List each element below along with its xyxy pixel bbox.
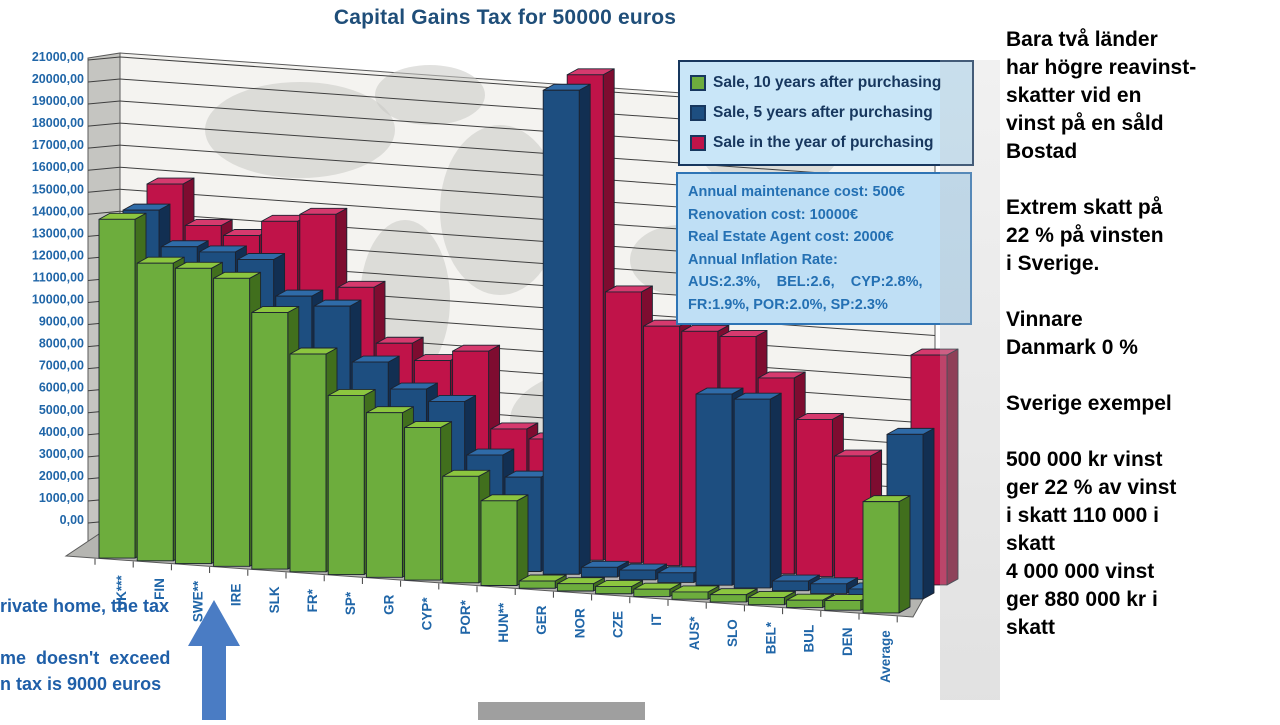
legend-label: Sale, 10 years after purchasing	[713, 74, 942, 91]
x-axis-country-label: IRE	[229, 584, 244, 607]
y-axis-tick-label: 5000,00	[39, 403, 84, 417]
y-axis-tick-label: 12000,00	[32, 248, 84, 262]
chart-title: Capital Gains Tax for 50000 euros	[333, 6, 677, 29]
y-axis-tick-label: 4000,00	[39, 425, 84, 439]
red-series-swatch-icon	[690, 135, 706, 151]
chart-legend: Sale, 10 years after purchasing Sale, 5 …	[678, 60, 974, 166]
commentary-paragraph: Vinnare Danmark 0 %	[1006, 308, 1138, 359]
legend-label: Sale in the year of purchasing	[713, 134, 934, 151]
x-axis-country-label: UK***	[114, 575, 129, 611]
legend-item-5-years: Sale, 5 years after purchasing	[690, 98, 962, 128]
y-axis-tick-label: 7000,00	[39, 359, 84, 373]
x-axis-country-label: DEN	[840, 627, 855, 656]
green-series-swatch-icon	[690, 75, 706, 91]
x-axis-country-label: Average	[878, 630, 893, 683]
commentary-panel: Bara två länder har högre reavinst- skat…	[1006, 26, 1276, 670]
y-axis-tick-label: 10000,00	[32, 293, 84, 307]
blue-series-swatch-icon	[690, 105, 706, 121]
y-axis-tick-label: 3000,00	[39, 447, 84, 461]
y-axis-tick-label: 6000,00	[39, 381, 84, 395]
x-axis-country-label: NOR	[572, 608, 587, 638]
y-axis-tick-label: 11000,00	[33, 270, 84, 284]
y-axis-tick-label: 18000,00	[32, 116, 84, 130]
x-axis-country-label: CZE	[611, 611, 626, 638]
background-photo-fragment	[478, 702, 645, 720]
y-axis-tick-label: 19000,00	[32, 94, 84, 108]
commentary-paragraph: 500 000 kr vinst ger 22 % av vinst i ska…	[1006, 448, 1177, 639]
commentary-paragraph: Extrem skatt på 22 % på vinsten i Sverig…	[1006, 196, 1164, 275]
x-axis-country-label: FR*	[305, 588, 320, 612]
y-axis-tick-label: 14000,00	[32, 204, 84, 218]
info-line: FR:1.9%, POR:2.0%, SP:2.3%	[688, 296, 888, 313]
y-axis-tick-label: 1000,00	[39, 491, 84, 505]
info-line: Annual maintenance cost: 500€	[688, 184, 905, 200]
y-axis-tick-label: 13000,00	[32, 226, 84, 240]
commentary-paragraph: Sverige exempel	[1006, 392, 1172, 415]
info-line: AUS:2.3%, BEL:2.6, CYP:2.8%,	[688, 274, 923, 290]
commentary-paragraph: Bara två länder har högre reavinst- skat…	[1006, 28, 1197, 163]
x-axis-country-label: SLO	[725, 619, 740, 647]
x-axis-country-label: GR	[381, 594, 396, 615]
y-axis-tick-label: 9000,00	[39, 315, 84, 329]
legend-label: Sale, 5 years after purchasing	[713, 104, 933, 121]
capital-gains-3d-bar-chart: 0,00 1000,00 2000,00 3000,00 4000,00 5000,00 6…	[32, 50, 959, 683]
x-axis-country-label: POR*	[458, 599, 473, 634]
x-axis-country-label: SLK	[267, 586, 282, 613]
assumptions-info-box: Annual maintenance cost: 500€ Renovation…	[676, 172, 972, 325]
y-axis-tick-label: 15000,00	[32, 182, 84, 196]
clipped-note-line: rivate home, the tax	[0, 596, 170, 616]
x-axis-country-label: SWE**	[190, 580, 205, 622]
clipped-note-line: n tax is 9000 euros	[0, 674, 162, 694]
x-axis-country-label: CYP*	[420, 597, 435, 631]
y-axis-tick-label: 8000,00	[39, 337, 84, 351]
x-axis-country-label: BUL	[802, 625, 817, 653]
x-axis-country-label: SP*	[343, 591, 358, 615]
y-axis-tick-label: 2000,00	[39, 469, 84, 483]
x-axis-country-label: GER	[534, 605, 549, 635]
legend-item-same-year: Sale in the year of purchasing	[690, 128, 962, 158]
background-photo-fade	[940, 60, 1000, 700]
x-axis-country-label: AUS*	[687, 616, 702, 651]
legend-item-10-years: Sale, 10 years after purchasing	[690, 68, 962, 98]
up-arrow-icon	[188, 600, 240, 720]
y-axis-tick-label: 21000,00	[32, 50, 84, 64]
info-line: Annual Inflation Rate:	[688, 251, 838, 268]
y-axis-tick-label: 0,00	[60, 513, 84, 527]
y-axis-tick-label: 16000,00	[32, 160, 84, 174]
y-axis-tick-label: 20000,00	[32, 72, 84, 86]
x-axis-country-label: HUN**	[496, 602, 511, 643]
info-line: Real Estate Agent cost: 2000€	[688, 229, 894, 245]
clipped-note-line: me doesn't exceed	[0, 648, 171, 668]
x-axis-country-label: IT	[649, 613, 664, 626]
x-axis-country-label: FIN	[152, 578, 167, 600]
y-axis-tick-label: 17000,00	[32, 138, 84, 152]
info-line: Renovation cost: 10000€	[688, 206, 859, 223]
x-axis-country-label: BEL*	[763, 621, 778, 654]
